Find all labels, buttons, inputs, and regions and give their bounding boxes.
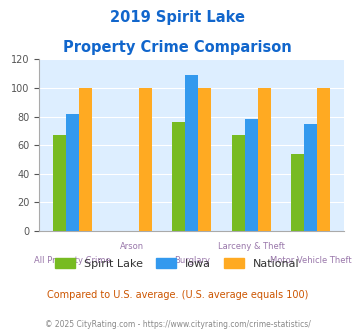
Text: Motor Vehicle Theft: Motor Vehicle Theft (270, 256, 352, 265)
Bar (172, 122, 185, 231)
Bar (66, 114, 79, 231)
Text: Compared to U.S. average. (U.S. average equals 100): Compared to U.S. average. (U.S. average … (47, 290, 308, 300)
Text: Property Crime Comparison: Property Crime Comparison (63, 40, 292, 54)
Bar (304, 124, 317, 231)
Text: © 2025 CityRating.com - https://www.cityrating.com/crime-statistics/: © 2025 CityRating.com - https://www.city… (45, 320, 310, 329)
Text: 2019 Spirit Lake: 2019 Spirit Lake (110, 10, 245, 25)
Bar (79, 88, 92, 231)
Bar (231, 135, 245, 231)
Bar (258, 88, 271, 231)
Text: All Property Crime: All Property Crime (34, 256, 111, 265)
Bar (291, 154, 304, 231)
Text: Arson: Arson (120, 242, 144, 251)
Bar (139, 88, 152, 231)
Text: Burglary: Burglary (174, 256, 210, 265)
Bar (53, 135, 66, 231)
Bar (245, 119, 258, 231)
Text: Larceny & Theft: Larceny & Theft (218, 242, 285, 251)
Bar (185, 75, 198, 231)
Bar (198, 88, 211, 231)
Legend: Spirit Lake, Iowa, National: Spirit Lake, Iowa, National (50, 254, 305, 273)
Bar (317, 88, 331, 231)
